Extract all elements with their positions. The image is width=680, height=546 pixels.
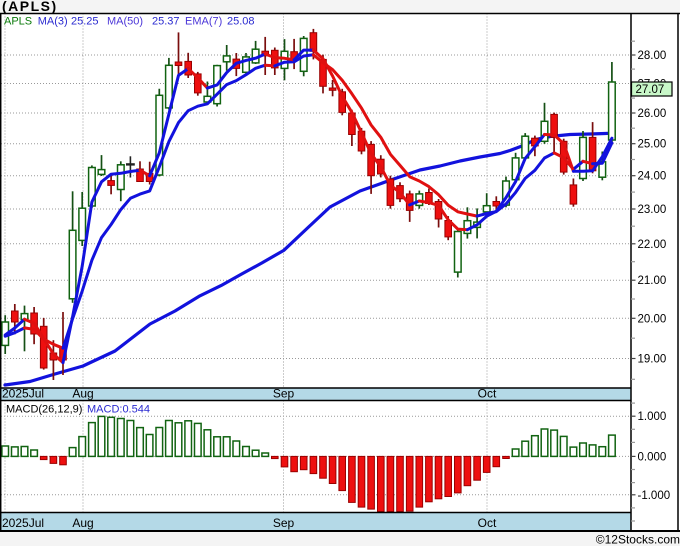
svg-text:MACD(26,12,9): MACD(26,12,9) — [6, 404, 82, 416]
svg-text:1.000: 1.000 — [638, 411, 667, 423]
svg-text:2025Jul: 2025Jul — [2, 516, 44, 530]
svg-text:Aug: Aug — [72, 516, 93, 530]
svg-text:(APLS): (APLS) — [2, 0, 58, 14]
svg-text:Oct: Oct — [478, 516, 497, 530]
svg-text:MACD:0.544: MACD:0.544 — [87, 404, 150, 416]
svg-text:Sep: Sep — [273, 516, 295, 530]
svg-text:EMA(7): EMA(7) — [185, 16, 222, 28]
svg-text:0.000: 0.000 — [638, 451, 667, 463]
svg-text:19.00: 19.00 — [638, 354, 667, 366]
svg-text:Aug: Aug — [72, 387, 93, 401]
svg-text:MA(50): MA(50) — [107, 16, 143, 28]
svg-text:-1.000: -1.000 — [638, 490, 671, 502]
svg-text:MA(3): MA(3) — [38, 16, 68, 28]
svg-text:25.37: 25.37 — [152, 16, 180, 28]
svg-text:Oct: Oct — [478, 387, 497, 401]
svg-text:25.00: 25.00 — [638, 139, 667, 151]
svg-text:21.00: 21.00 — [638, 275, 667, 287]
svg-text:24.00: 24.00 — [638, 171, 667, 183]
svg-text:2025Jul: 2025Jul — [2, 387, 44, 401]
svg-text:27.07: 27.07 — [636, 84, 665, 96]
svg-text:22.00: 22.00 — [638, 239, 667, 251]
svg-text:23.00: 23.00 — [638, 204, 667, 216]
svg-text:APLS: APLS — [4, 16, 32, 28]
svg-text:Sep: Sep — [273, 387, 295, 401]
svg-text:25.25: 25.25 — [71, 16, 99, 28]
svg-text:©12Stocks.com: ©12Stocks.com — [596, 533, 680, 546]
svg-text:20.00: 20.00 — [638, 313, 667, 325]
svg-text:28.00: 28.00 — [638, 50, 667, 62]
svg-text:26.00: 26.00 — [638, 108, 667, 120]
svg-text:25.08: 25.08 — [227, 16, 255, 28]
